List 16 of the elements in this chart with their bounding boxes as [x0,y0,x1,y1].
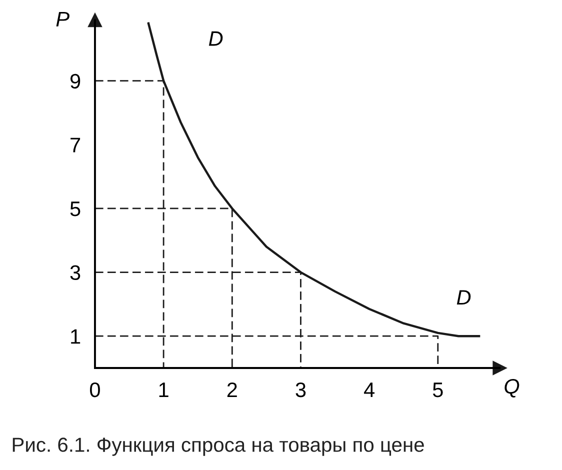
text: Рис. 6.1. Функция спроса на товары по цене [12,438,424,456]
x-tick-label: 3 [296,382,306,398]
annotation: D [208,31,223,46]
annotation: D [456,290,471,305]
y-tick-label: 1 [71,329,80,344]
x-tick-label: 0 [90,382,100,398]
y-axis-title: P [56,12,70,26]
x-tick-label: 2 [227,382,237,397]
x-tick-label: 5 [432,382,443,398]
x-tick-label: 1 [159,382,168,397]
y-tick-label: 3 [70,265,80,280]
y-tick-label: 5 [70,202,80,216]
x-axis-title: Q [504,378,520,398]
y-tick-label: 7 [70,138,80,152]
y-tick-label: 9 [70,74,80,89]
x-tick-label: 4 [364,382,374,397]
